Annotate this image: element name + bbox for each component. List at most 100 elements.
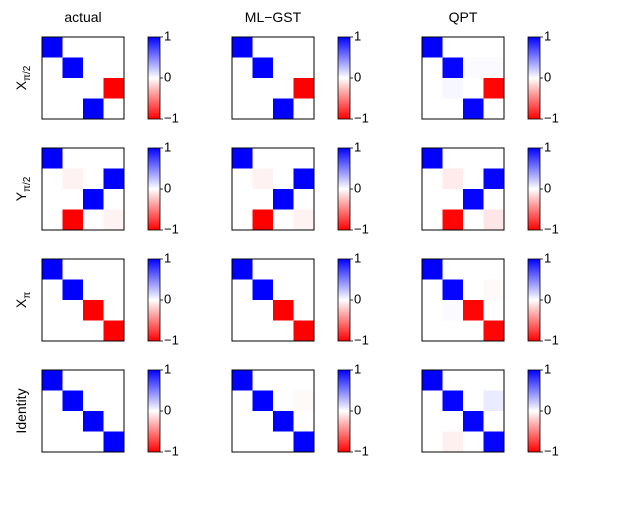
heatmap-cell (463, 370, 484, 391)
heatmap-cell (422, 411, 443, 432)
heatmap-cell (422, 370, 443, 391)
heatmap-cell (83, 300, 104, 321)
heatmap-cell (252, 189, 274, 210)
heatmap-cell (483, 189, 505, 210)
heatmap-cell (103, 411, 125, 432)
heatmap-cell (442, 189, 464, 210)
colorbar-tick-label: 1 (354, 361, 361, 376)
panel-frame (231, 258, 315, 342)
heatmap-cell (463, 57, 484, 79)
column-title-1: ML−GST (245, 9, 302, 25)
heatmap-cell (42, 189, 63, 210)
heatmap-cell (252, 390, 274, 412)
heatmap-cell (42, 431, 63, 453)
heatmap-cell (422, 57, 443, 79)
heatmap-cell (483, 431, 505, 453)
heatmap-cell (442, 37, 464, 58)
heatmap-cell (273, 78, 294, 99)
heatmap-cell (232, 411, 253, 432)
heatmap-cell (273, 390, 294, 412)
heatmap-panel-0-0 (41, 36, 125, 120)
colorbar-tick-label: 1 (544, 361, 551, 376)
row-label-2: Xπ (13, 292, 33, 308)
heatmap-cell (483, 37, 505, 58)
colorbar-0-2: 1 0 −1 (527, 28, 559, 125)
colorbar-tick-label: 0 (354, 69, 361, 84)
heatmap-panel-2-2 (421, 258, 505, 342)
heatmap-cell (252, 320, 274, 342)
row-label-text: Xπ (13, 292, 33, 308)
heatmap-cell (422, 390, 443, 412)
heatmap-cell (442, 78, 464, 99)
heatmap-cell (252, 98, 274, 120)
colorbar-tick-label: 1 (544, 28, 551, 43)
heatmap-cell (273, 209, 294, 231)
colorbar-gradient (527, 258, 541, 342)
heatmap-cell (483, 78, 505, 99)
colorbar-gradient (527, 369, 541, 453)
heatmap-cell (442, 320, 464, 342)
heatmap-cell (463, 320, 484, 342)
heatmap-cell (83, 390, 104, 412)
heatmap-cell (232, 279, 253, 301)
heatmap-cell (103, 370, 125, 391)
panel-frame (231, 147, 315, 231)
colorbar-tick-label: −1 (354, 332, 369, 347)
heatmap-cell (293, 320, 315, 342)
heatmap-cell (42, 390, 63, 412)
heatmap-cell (62, 57, 84, 79)
row-label-base: Y (13, 191, 29, 201)
heatmap-cell (232, 57, 253, 79)
heatmap-cell (62, 279, 84, 301)
colorbar-gradient (527, 147, 541, 231)
colorbar-tick-label: 1 (354, 250, 361, 265)
heatmap-cell (273, 431, 294, 453)
row-label-text: Yπ/2 (13, 176, 33, 201)
heatmap-cell (483, 168, 505, 190)
heatmap-cell (83, 259, 104, 280)
heatmap-cell (293, 370, 315, 391)
heatmap-cell (273, 148, 294, 169)
heatmap-cell (293, 78, 315, 99)
heatmap-cell (463, 431, 484, 453)
heatmap-cell (232, 259, 253, 280)
heatmap-cell (232, 431, 253, 453)
colorbar-gradient (337, 147, 351, 231)
heatmap-cell (293, 37, 315, 58)
colorbar-tick-label: 1 (164, 28, 171, 43)
heatmap-cell (42, 411, 63, 432)
colorbar-tick-label: −1 (544, 221, 559, 236)
colorbar-tick-label: 1 (354, 28, 361, 43)
heatmap-cell (62, 320, 84, 342)
panel-frame (41, 369, 125, 453)
panel-frame (231, 36, 315, 120)
row-label-1: Yπ/2 (13, 176, 33, 201)
colorbar-tick-label: 1 (544, 139, 551, 154)
heatmap-cell (442, 411, 464, 432)
colorbar-tick-label: 1 (164, 250, 171, 265)
colorbar-tick-label: −1 (164, 110, 179, 125)
heatmap-cell (232, 370, 253, 391)
panel-frame (421, 258, 505, 342)
colorbar-3-1: 1 0 −1 (337, 361, 369, 458)
colorbar-tick-label: −1 (164, 221, 179, 236)
row-label-subscript: π (22, 292, 33, 299)
heatmap-cell (273, 279, 294, 301)
heatmap-cell (62, 370, 84, 391)
colorbar-tick-label: −1 (354, 221, 369, 236)
row-label-base: X (13, 298, 29, 308)
heatmap-cell (42, 300, 63, 321)
heatmap-cell (442, 98, 464, 120)
row-label-subscript: π/2 (22, 176, 33, 192)
panel-frame (421, 147, 505, 231)
heatmap-cell (42, 320, 63, 342)
heatmap-cell (83, 57, 104, 79)
heatmap-panel-3-1 (231, 369, 315, 453)
heatmap-cell (252, 300, 274, 321)
colorbar-tick-label: 1 (164, 361, 171, 376)
heatmap-cell (483, 411, 505, 432)
heatmap-cell (463, 259, 484, 280)
heatmap-cell (293, 411, 315, 432)
heatmap-cell (103, 209, 125, 231)
